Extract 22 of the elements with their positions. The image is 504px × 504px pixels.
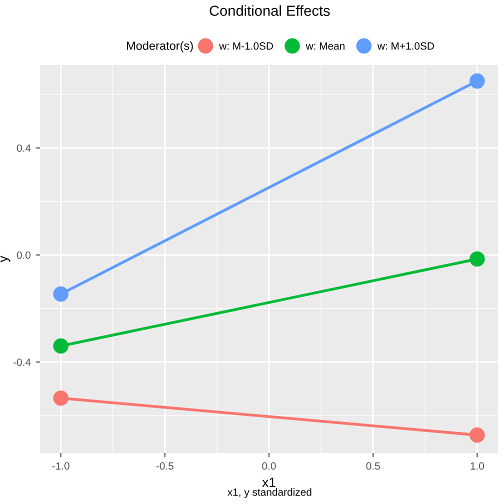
point [53, 338, 68, 354]
x-tick-label: -1.0 [52, 462, 70, 470]
y-axis-title: y [0, 256, 10, 262]
point [470, 73, 485, 89]
point [53, 286, 68, 302]
x-tick-label: 0.5 [366, 462, 380, 470]
legend-label: w: M+1.0SD [377, 42, 434, 50]
legend-title: Moderator(s) [126, 41, 193, 52]
chart-title: Conditional Effects [210, 5, 330, 16]
x-tick-label: 1.0 [470, 462, 484, 470]
point [53, 390, 68, 406]
y-tick-label: 0.0 [16, 251, 31, 259]
legend-label: w: M-1.0SD [219, 42, 273, 50]
x-axis-title: x1 [262, 478, 276, 487]
point [470, 251, 485, 267]
legend-label: w: Mean [306, 42, 344, 50]
x-tick-label: 0.0 [262, 462, 276, 470]
y-tick-label: -0.4 [13, 358, 31, 366]
y-tick-label: 0.4 [16, 144, 31, 152]
text: x1, y standardized [227, 488, 312, 498]
x-tick-label: -0.5 [156, 462, 174, 470]
point [470, 427, 485, 443]
